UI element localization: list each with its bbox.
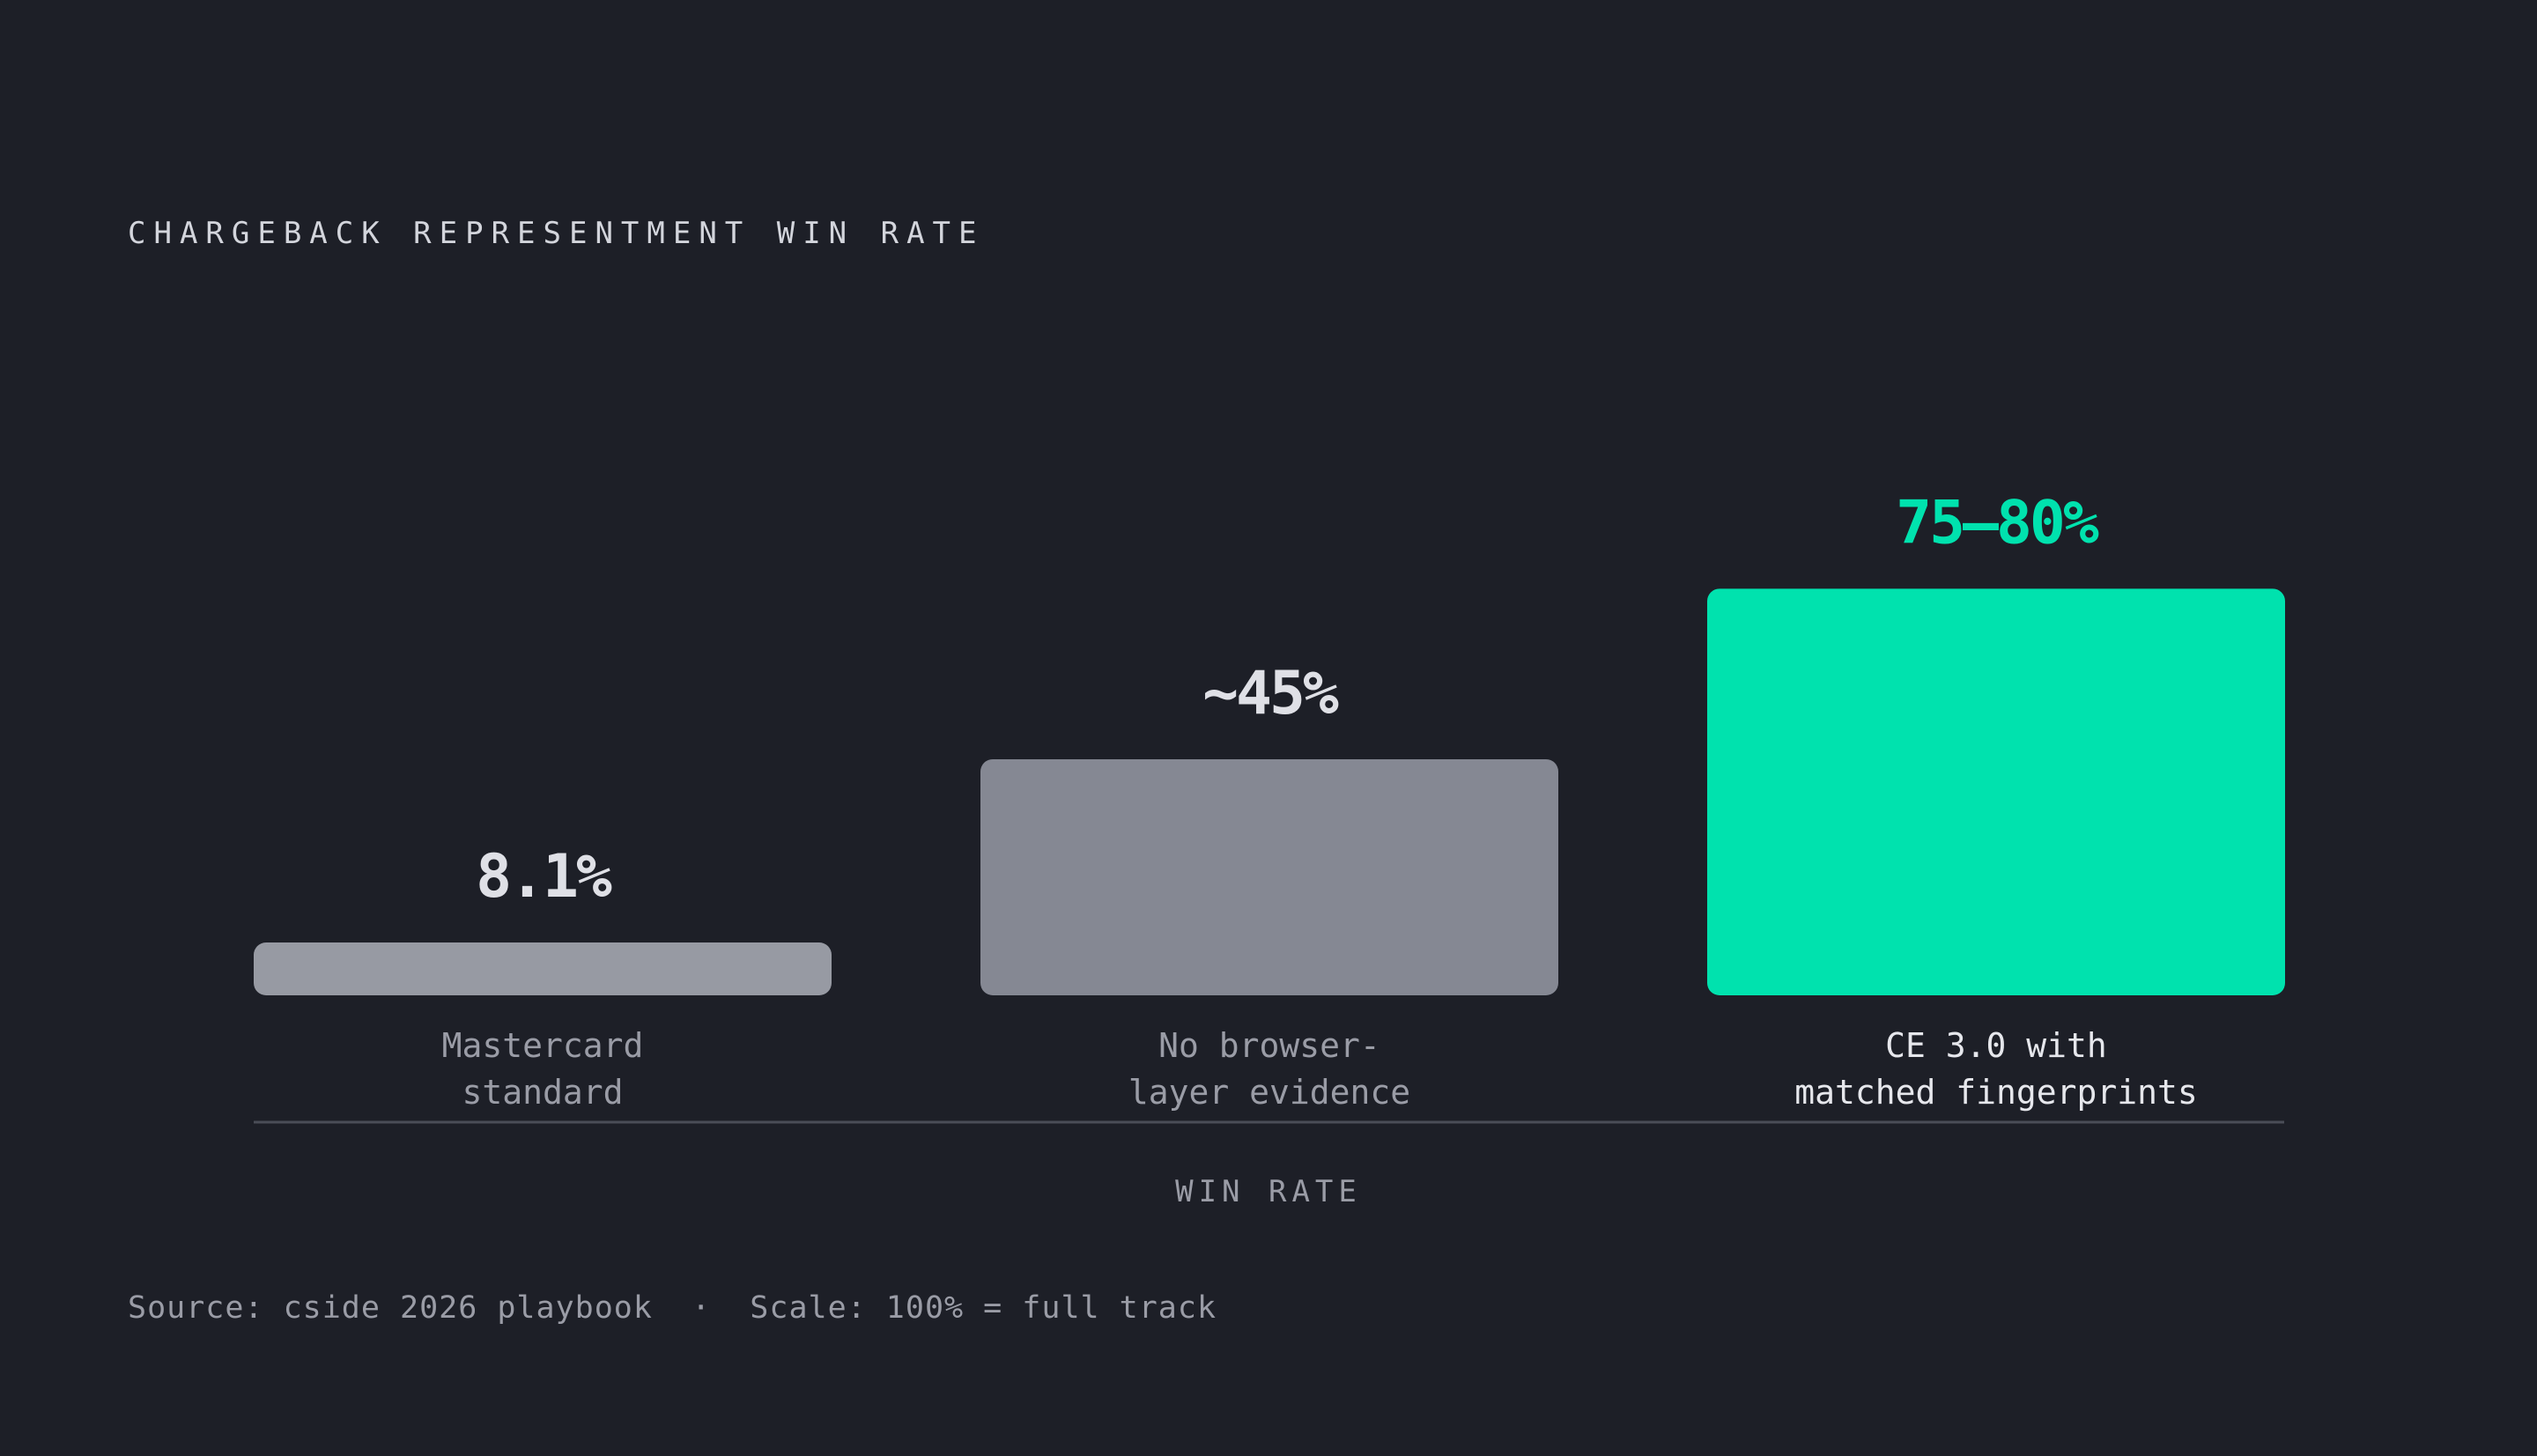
category-label-3-line-2: matched fingerprints (1794, 1073, 2198, 1112)
value-label-2: ~45% (1202, 659, 1339, 728)
category-label-3-line-1: CE 3.0 with (1885, 1026, 2107, 1065)
category-label-2-line-2: layer evidence (1128, 1073, 1410, 1112)
bar-1 (254, 942, 832, 995)
bar-2 (980, 758, 1558, 995)
category-label-2-line-1: No browser- (1158, 1026, 1380, 1065)
x-axis-label: WIN RATE (1175, 1174, 1362, 1209)
value-label-1: 8.1% (476, 842, 612, 912)
category-label-1-line-1: Mastercard (442, 1026, 644, 1065)
bar-3 (1707, 588, 2285, 995)
source-footnote: Source: cside 2026 playbook · Scale: 100… (128, 1290, 1217, 1326)
category-label-1-line-2: standard (462, 1073, 623, 1112)
chart-title: CHARGEBACK REPRESENTMENT WIN RATE (128, 216, 985, 251)
value-label-3: 75–80% (1896, 488, 2099, 558)
